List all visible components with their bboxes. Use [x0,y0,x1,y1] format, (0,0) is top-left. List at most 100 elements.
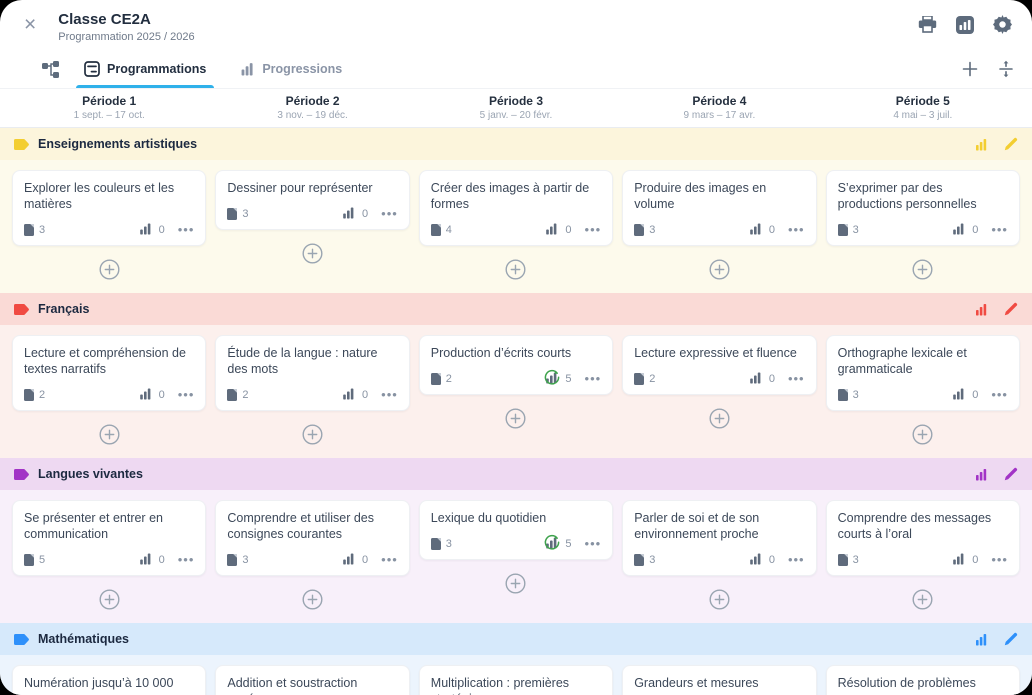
card-footer: 3 0 ••• [24,221,194,238]
add-card-button[interactable] [505,573,526,597]
add-card-button[interactable] [302,424,323,448]
subject-body: Explorer les couleurs et les matières 3 … [0,160,1032,293]
activity-card[interactable]: Orthographe lexicale et grammaticale 3 0… [825,335,1020,411]
card-menu-button[interactable]: ••• [381,386,398,402]
card-menu-button[interactable]: ••• [584,221,602,237]
subject-stats-button[interactable] [975,303,988,316]
activity-card[interactable]: Étude de la langue : nature des mots 2 0… [215,335,410,411]
card-menu-button[interactable]: ••• [787,370,805,386]
subject-title: Français [38,302,90,316]
activity-card[interactable]: Multiplication : premières stratégies ••… [418,665,614,695]
pencil-icon [1004,137,1018,151]
subject-edit-button[interactable] [1004,467,1018,481]
add-card-button[interactable] [99,259,120,283]
mini-chart-icon [139,388,151,399]
activity-title: Lecture et compréhension de textes narra… [24,346,186,376]
activity-card[interactable]: Résolution de problèmes ••• [825,665,1020,695]
subject-stats-button[interactable] [975,633,988,646]
tag-icon [14,468,29,480]
activity-card[interactable]: Créer des images à partir de formes 4 0 … [418,170,614,246]
add-card-button[interactable] [912,259,933,283]
period-header-5: Période 5 4 mai – 3 juil. [826,94,1020,121]
period-name: Période 2 [285,94,340,108]
add-card-button[interactable] [912,589,933,613]
settings-button[interactable] [993,15,1012,34]
card-menu-button[interactable]: ••• [584,370,602,386]
activity-card[interactable]: Comprendre des messages courts à l’oral … [825,500,1020,576]
tab-label: Progressions [262,62,343,76]
add-card-button[interactable] [709,589,730,613]
tab-progressions[interactable]: Progressions [238,50,344,88]
hierarchy-view-button[interactable] [42,60,60,78]
card-menu-button[interactable]: ••• [381,205,398,221]
add-card-button[interactable] [505,408,526,432]
card-menu-button[interactable]: ••• [584,535,602,551]
print-button[interactable] [918,16,937,33]
activity-card[interactable]: Lecture et compréhension de textes narra… [12,335,207,411]
pencil-icon [1004,302,1018,316]
section-math-matiques: Mathématiques Numération jusqu’à 10 000 [0,623,1032,695]
activity-card[interactable]: Addition et soustraction posées ••• [215,665,410,695]
notebook-icon [634,372,645,385]
add-subject-button[interactable] [962,61,978,77]
subject-header: Français [0,293,1032,325]
add-card-button[interactable] [912,424,933,448]
activity-title: Production d’écrits courts [430,346,572,360]
add-card-button[interactable] [505,259,526,283]
subject-actions [975,302,1018,316]
subject-header: Mathématiques [0,623,1032,655]
card-menu-button[interactable]: ••• [991,386,1008,402]
progress-count: 0 [137,385,165,405]
expand-rows-button[interactable] [998,60,1014,78]
stats-button[interactable] [956,15,974,34]
activity-card[interactable]: Parler de soi et de son environnement pr… [622,500,817,576]
card-menu-button[interactable]: ••• [787,551,805,567]
pencil-icon [1004,467,1018,481]
activity-card[interactable]: Produire des images en volume 3 0 ••• [622,170,817,246]
activity-card[interactable]: Grandeurs et mesures ••• [622,665,817,695]
activity-card[interactable]: Se présenter et entrer en communication … [12,500,207,576]
activity-card[interactable]: Comprendre et utiliser des consignes cou… [215,500,410,576]
notebook-icon [430,372,441,385]
add-card-button[interactable] [99,424,120,448]
subject-edit-button[interactable] [1004,632,1018,646]
resource-count: 3 [837,388,859,401]
card-menu-button[interactable]: ••• [991,551,1008,567]
notebook-icon [634,553,645,566]
mini-chart-icon [750,553,761,564]
subject-stats-button[interactable] [975,468,988,481]
tab-programmations[interactable]: Programmations [75,50,215,88]
activity-card[interactable]: Dessiner pour représenter 3 0 ••• [215,170,410,230]
activity-card[interactable]: Numération jusqu’à 10 000 ••• [12,665,207,695]
activity-card[interactable]: Lecture expressive et fluence 2 0 ••• [622,335,817,395]
add-card-button[interactable] [99,589,120,613]
card-footer: 3 0 ••• [634,221,804,238]
period-name: Période 5 [895,94,950,108]
activity-card[interactable]: Explorer les couleurs et les matières 3 … [12,170,207,246]
card-menu-button[interactable]: ••• [787,221,805,237]
add-card-button[interactable] [302,243,323,267]
add-card-button[interactable] [709,259,730,283]
subject-actions [975,632,1018,646]
period-cell: Lecture et compréhension de textes narra… [12,335,207,448]
card-footer: 3 0 ••• [837,551,1008,568]
mini-chart-icon [953,388,964,399]
card-menu-button[interactable]: ••• [177,551,195,567]
card-menu-button[interactable]: ••• [991,221,1008,237]
subject-stats-button[interactable] [975,138,988,151]
subject-body: Se présenter et entrer en communication … [0,490,1032,623]
activity-card[interactable]: S’exprimer par des productions personnel… [825,170,1020,246]
subject-edit-button[interactable] [1004,302,1018,316]
card-menu-button[interactable]: ••• [381,551,398,567]
period-cell: Étude de la langue : nature des mots 2 0… [215,335,410,448]
subject-edit-button[interactable] [1004,137,1018,151]
activity-card[interactable]: Lexique du quotidien 3 5 ••• [418,500,614,560]
close-button[interactable]: × [20,13,40,37]
add-card-button[interactable] [302,589,323,613]
card-menu-button[interactable]: ••• [177,386,195,402]
card-menu-button[interactable]: ••• [177,221,195,237]
activity-card[interactable]: Production d’écrits courts 2 5 ••• [418,335,614,395]
plus-circle-icon [912,424,933,445]
add-card-button[interactable] [709,408,730,432]
activity-title: Multiplication : premières stratégies [430,676,570,695]
